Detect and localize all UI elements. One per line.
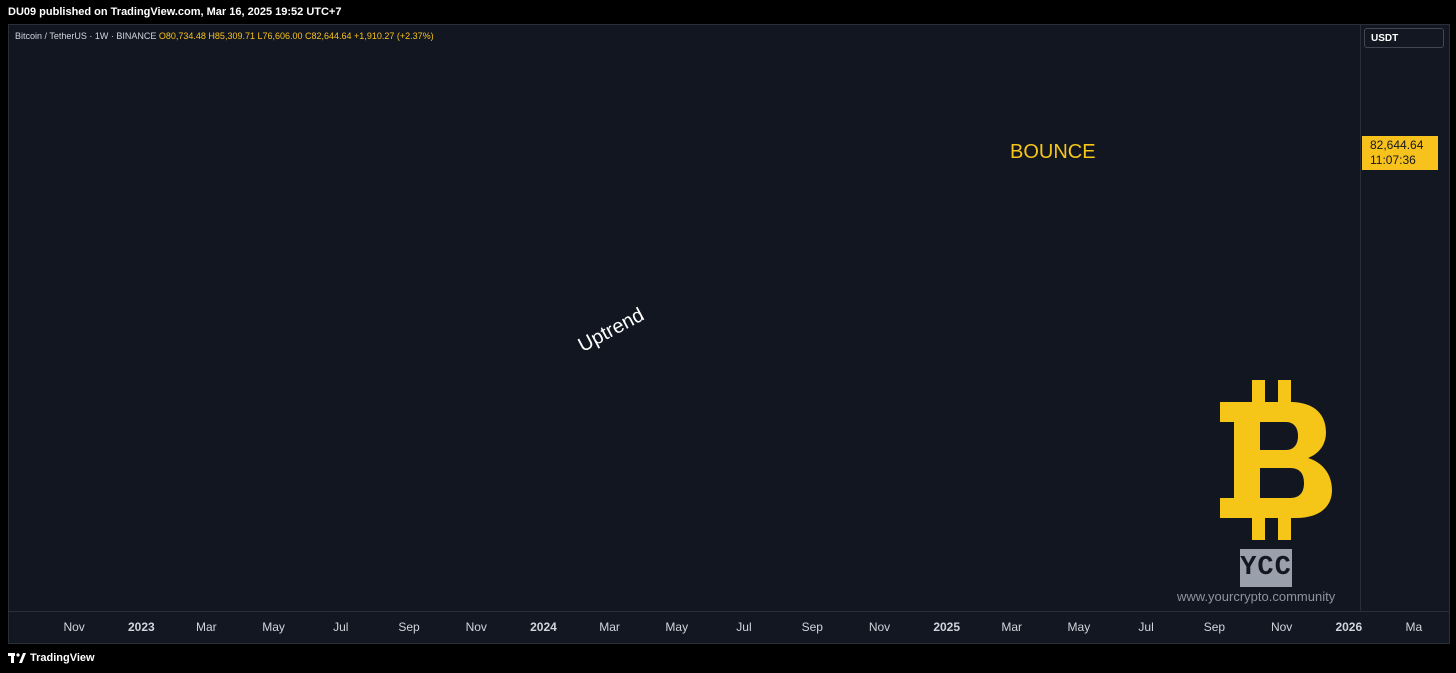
tradingview-logo-icon bbox=[8, 653, 26, 663]
time-tick-label: Jul bbox=[736, 620, 752, 634]
time-tick-label: 2024 bbox=[530, 620, 557, 634]
time-tick-label: Sep bbox=[801, 620, 823, 634]
time-tick-label: 2026 bbox=[1335, 620, 1363, 634]
ycc-logo: YCC bbox=[1240, 549, 1292, 587]
time-tick-label: Nov bbox=[868, 620, 891, 634]
time-tick-label: 2023 bbox=[127, 620, 155, 634]
price-axis-divider bbox=[1360, 25, 1361, 611]
time-tick-label: Nov bbox=[63, 620, 85, 634]
symbol-legend[interactable]: Bitcoin / TetherUS · 1W · BINANCE O80,73… bbox=[15, 31, 434, 41]
candlestick-chart[interactable] bbox=[9, 25, 1360, 611]
footer-brand: TradingView bbox=[30, 652, 95, 664]
time-tick-label: Mar bbox=[1001, 620, 1023, 634]
time-tick-label: May bbox=[1067, 620, 1091, 634]
time-tick-label: Mar bbox=[196, 620, 217, 634]
time-tick-label: Sep bbox=[398, 620, 420, 634]
last-price-value: 82,644.64 bbox=[1370, 138, 1424, 152]
time-tick-label: 2025 bbox=[933, 620, 961, 634]
watermark-url: www.yourcrypto.community bbox=[1177, 589, 1336, 604]
bounce-annotation: BOUNCE bbox=[1010, 141, 1096, 163]
currency-button[interactable]: USDT bbox=[1364, 28, 1444, 48]
time-tick-label: Sep bbox=[1203, 620, 1226, 634]
time-tick-label: Jul bbox=[333, 620, 349, 634]
time-tick-label: Nov bbox=[1270, 620, 1293, 634]
time-axis-divider bbox=[9, 611, 1450, 612]
plot-area[interactable] bbox=[9, 25, 1360, 611]
time-tick-label: May bbox=[665, 620, 689, 634]
symbol-info: Bitcoin / TetherUS · 1W · BINANCE bbox=[15, 31, 157, 41]
tradingview-footer[interactable]: TradingView bbox=[8, 652, 95, 664]
time-tick-label: May bbox=[262, 620, 285, 634]
time-tick-label: Mar bbox=[599, 620, 620, 634]
bar-countdown: 11:07:36 bbox=[1370, 153, 1416, 167]
ohlc-values: O80,734.48 H85,309.71 L76,606.00 C82,644… bbox=[158, 31, 434, 41]
publish-info: DU09 published on TradingView.com, Mar 1… bbox=[8, 6, 342, 18]
time-tick-label: Jul bbox=[1138, 620, 1154, 634]
bitcoin-logo-icon bbox=[1220, 380, 1332, 540]
time-tick-label: Nov bbox=[465, 620, 487, 634]
time-tick-label: Ma bbox=[1405, 620, 1423, 634]
last-price-label: 82,644.64 11:07:36 bbox=[1362, 136, 1438, 170]
